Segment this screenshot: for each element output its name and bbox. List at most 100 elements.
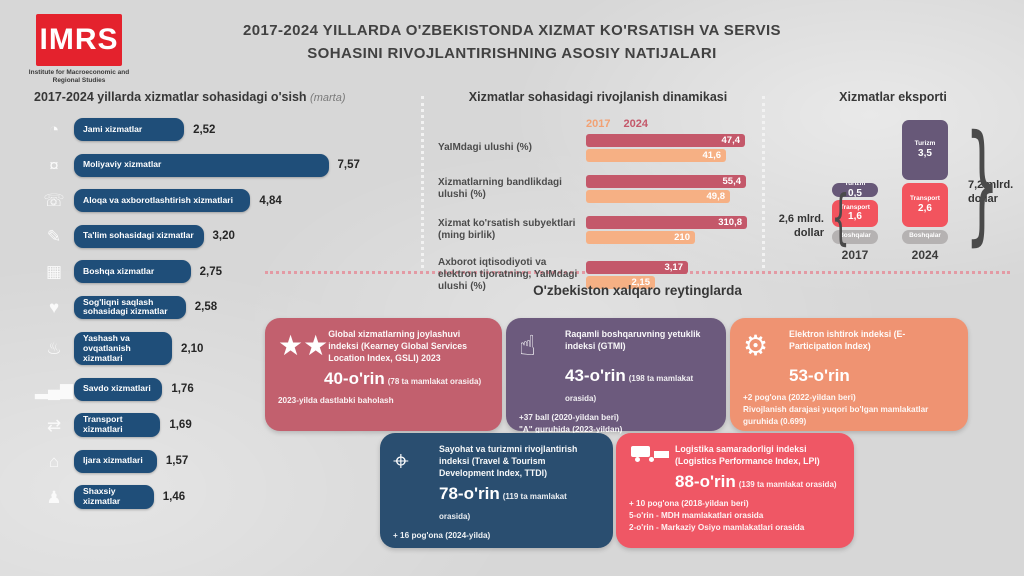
- growth-row: ▦ Boshqa xizmatlar 2,75: [34, 260, 419, 283]
- growth-value: 1,57: [165, 455, 189, 468]
- rating-footnotes: + 16 pog'ona (2024-yilda): [393, 530, 600, 542]
- vertical-dotted-divider: [762, 96, 765, 268]
- stars-hand-icon: ★★: [278, 330, 329, 361]
- growth-label: Moliyaviy xizmatlar: [83, 159, 162, 170]
- growth-bar: Transport xizmatlari: [74, 413, 161, 438]
- segment-value: 1,6: [848, 211, 862, 223]
- growth-label: Jami xizmatlar: [83, 123, 143, 134]
- bar-2024: 55,4: [586, 175, 746, 188]
- segment-label: Transport: [910, 195, 940, 203]
- growth-label: Savdo xizmatlari: [83, 383, 151, 394]
- growth-row: ♟ Shaxsiy xizmatlar 1,46: [34, 485, 419, 509]
- rating-card: ⚙ Elektron ishtirok indeksi (E-Participa…: [730, 318, 968, 431]
- gear-circuit-icon: ⚙: [743, 330, 769, 361]
- segment-label: Transport: [840, 203, 870, 211]
- rating-rank: 43-o'rin: [565, 365, 626, 385]
- imrs-logo: IMRS Institute for Macroeconomic and Reg…: [24, 14, 134, 86]
- ratings-section-title: O'zbekiston xalqaro reytinglarda: [533, 283, 742, 298]
- growth-value: 2,75: [199, 265, 223, 278]
- rating-footnotes: + 10 pog'ona (2018-yildan beri) 5-o'rin -…: [629, 498, 841, 534]
- segment-value: 2,6: [918, 202, 932, 214]
- growth-row: ♨ Yashash va ovqatlanish xizmatlari 2,10: [34, 331, 419, 366]
- dynamics-row-label: Axborot iqtisodiyoti va elektron tijorat…: [438, 257, 578, 292]
- rating-rank-note: (139 ta mamlakat orasida): [738, 479, 837, 489]
- dynamics-rows: YaIMdagi ulushi (%) 47,4 41,6 Xizmatlarn…: [438, 134, 758, 293]
- gauge-icon: ◔: [48, 120, 60, 139]
- growth-row: ♥ Sog'liqni saqlash sohasidagi xizmatlar…: [34, 295, 419, 320]
- export-panel-title: Xizmatlar eksporti: [839, 90, 947, 104]
- growth-label: Sog'liqni saqlash sohasidagi xizmatlar: [83, 296, 168, 317]
- bar-2017: 41,6: [586, 149, 726, 162]
- growth-row: ⇄ Transport xizmatlari 1,69: [34, 413, 419, 438]
- export-segment-transport: Transport 1,6: [832, 199, 878, 227]
- rating-footnotes: +2 pog'ona (2022-yildan beri) Rivojlanish…: [743, 392, 955, 428]
- dynamics-row-label: YaIMdagi ulushi (%): [438, 142, 532, 153]
- growth-bar: Ijara xizmatlari: [74, 449, 157, 473]
- dynamics-legend: 2017 2024: [586, 118, 758, 130]
- vertical-dotted-divider: [421, 96, 424, 268]
- growth-panel-title-text: 2017-2024 yillarda xizmatlar sohasidagi …: [34, 90, 307, 104]
- bar-2024: 47,4: [586, 134, 745, 147]
- segment-label: Boshqalar: [909, 232, 941, 240]
- imrs-logo-subtitle: Institute for Macroeconomic and Regional…: [28, 69, 130, 85]
- segment-value: 0,5: [848, 187, 862, 197]
- segment-label: Turizm: [844, 182, 866, 188]
- rating-card: ☝ Raqamli boshqaruvning yetuklik indeksi…: [506, 318, 726, 434]
- export-year-label: 2017: [841, 248, 869, 262]
- imrs-logo-box: IMRS: [36, 14, 122, 66]
- export-segment-boshqalar: Boshqalar: [832, 230, 878, 244]
- growth-bar: Shaxsiy xizmatlar: [74, 485, 154, 509]
- legend-2017: 2017: [586, 118, 611, 130]
- growth-label: Shaxsiy xizmatlar: [83, 486, 121, 506]
- dynamics-row-label: Xizmat ko'rsatish subyektlari (ming birl…: [438, 218, 576, 241]
- bar-2017: 2,15: [586, 276, 655, 289]
- rating-rank: 53-o'rin: [789, 365, 850, 385]
- growth-row: ▂▄▆ Savdo xizmatlari 1,76: [34, 377, 419, 401]
- growth-bar: Aloqa va axborotlashtirish xizmatlari: [74, 189, 251, 212]
- segment-label: Boshqalar: [839, 232, 871, 240]
- bar-2024: 3,17: [586, 261, 688, 274]
- growth-bar: Sog'liqni saqlash sohasidagi xizmatlar: [74, 295, 186, 320]
- growth-row: ✎ Ta'lim sohasidagi xizmatlar 3,20: [34, 224, 419, 248]
- export-segment-transport: Transport 2,6: [902, 182, 948, 227]
- rating-card-title: Raqamli boshqaruvning yetuklik indeksi (…: [565, 329, 701, 351]
- rating-footnote: 2023-yilda dastlabki baholash: [278, 395, 394, 405]
- legend-2024: 2024: [623, 118, 649, 130]
- dynamics-row-label: Xizmatlarning bandlikdagi ulushi (%): [438, 177, 562, 200]
- rating-card: Logistika samaradorligi indeksi (Logisti…: [616, 433, 854, 548]
- rating-rank-note: (198 ta mamlakat orasida): [565, 373, 694, 403]
- digital-touch-icon: ☝: [519, 330, 537, 361]
- dynamics-row: Axborot iqtisodiyoti va elektron tijorat…: [438, 257, 758, 293]
- growth-items: ◔ Jami xizmatlar 2,52 ¤ Moliyaviy xizmat…: [34, 118, 419, 509]
- growth-bar: Yashash va ovqatlanish xizmatlari: [74, 331, 173, 366]
- segment-label: Turizm: [914, 140, 936, 148]
- person-icon: ♟: [46, 487, 62, 507]
- communication-icon: ☏: [43, 191, 65, 210]
- export-segment-turizm: Turizm 0,5: [832, 182, 878, 197]
- growth-value: 1,76: [171, 383, 194, 396]
- rating-card-title: Logistika samaradorligi indeksi (Logisti…: [675, 444, 820, 466]
- rating-footnote: 2-o'rin - Markaziy Osiyo mamlakatlari or…: [629, 522, 805, 532]
- growth-row: ⌂ Ijara xizmatlari 1,57: [34, 449, 419, 473]
- export-total-2017: 2,6 mlrd. dollar: [778, 213, 824, 240]
- growth-value: 1,46: [162, 491, 186, 503]
- growth-value: 3,20: [212, 230, 235, 242]
- education-icon: ✎: [46, 226, 62, 246]
- growth-bar: Jami xizmatlar: [74, 118, 185, 141]
- rating-footnote: +37 ball (2020-yildan beri): [519, 412, 619, 422]
- trade-chart-icon: ▂▄▆: [34, 379, 74, 399]
- growth-value: 2,10: [181, 342, 204, 355]
- page-title-line1: 2017-2024 YILLARDA O'ZBEKISTONDA XIZMAT …: [243, 22, 781, 39]
- brace-2024: }: [964, 108, 1000, 259]
- rating-footnotes: +37 ball (2020-yildan beri) "A" guruhida …: [519, 412, 713, 436]
- growth-value: 2,58: [194, 301, 218, 314]
- rating-footnote: Rivojlanish darajasi yuqori bo'lgan maml…: [743, 404, 929, 426]
- export-panel: Xizmatlar eksporti Turizm 0,5 Transport 1,6…: [762, 90, 1024, 268]
- growth-label: Ta'lim sohasidagi xizmatlar: [83, 230, 194, 241]
- dining-icon: ♨: [46, 339, 62, 359]
- rating-card-title: Global xizmatlarning joylashuvi indeksi …: [328, 329, 468, 363]
- export-segment-boshqalar: Boshqalar: [902, 230, 948, 244]
- dynamics-row: YaIMdagi ulushi (%) 47,4 41,6: [438, 134, 758, 162]
- export-total-2024: 7,2 mlrd. dollar: [968, 179, 1014, 206]
